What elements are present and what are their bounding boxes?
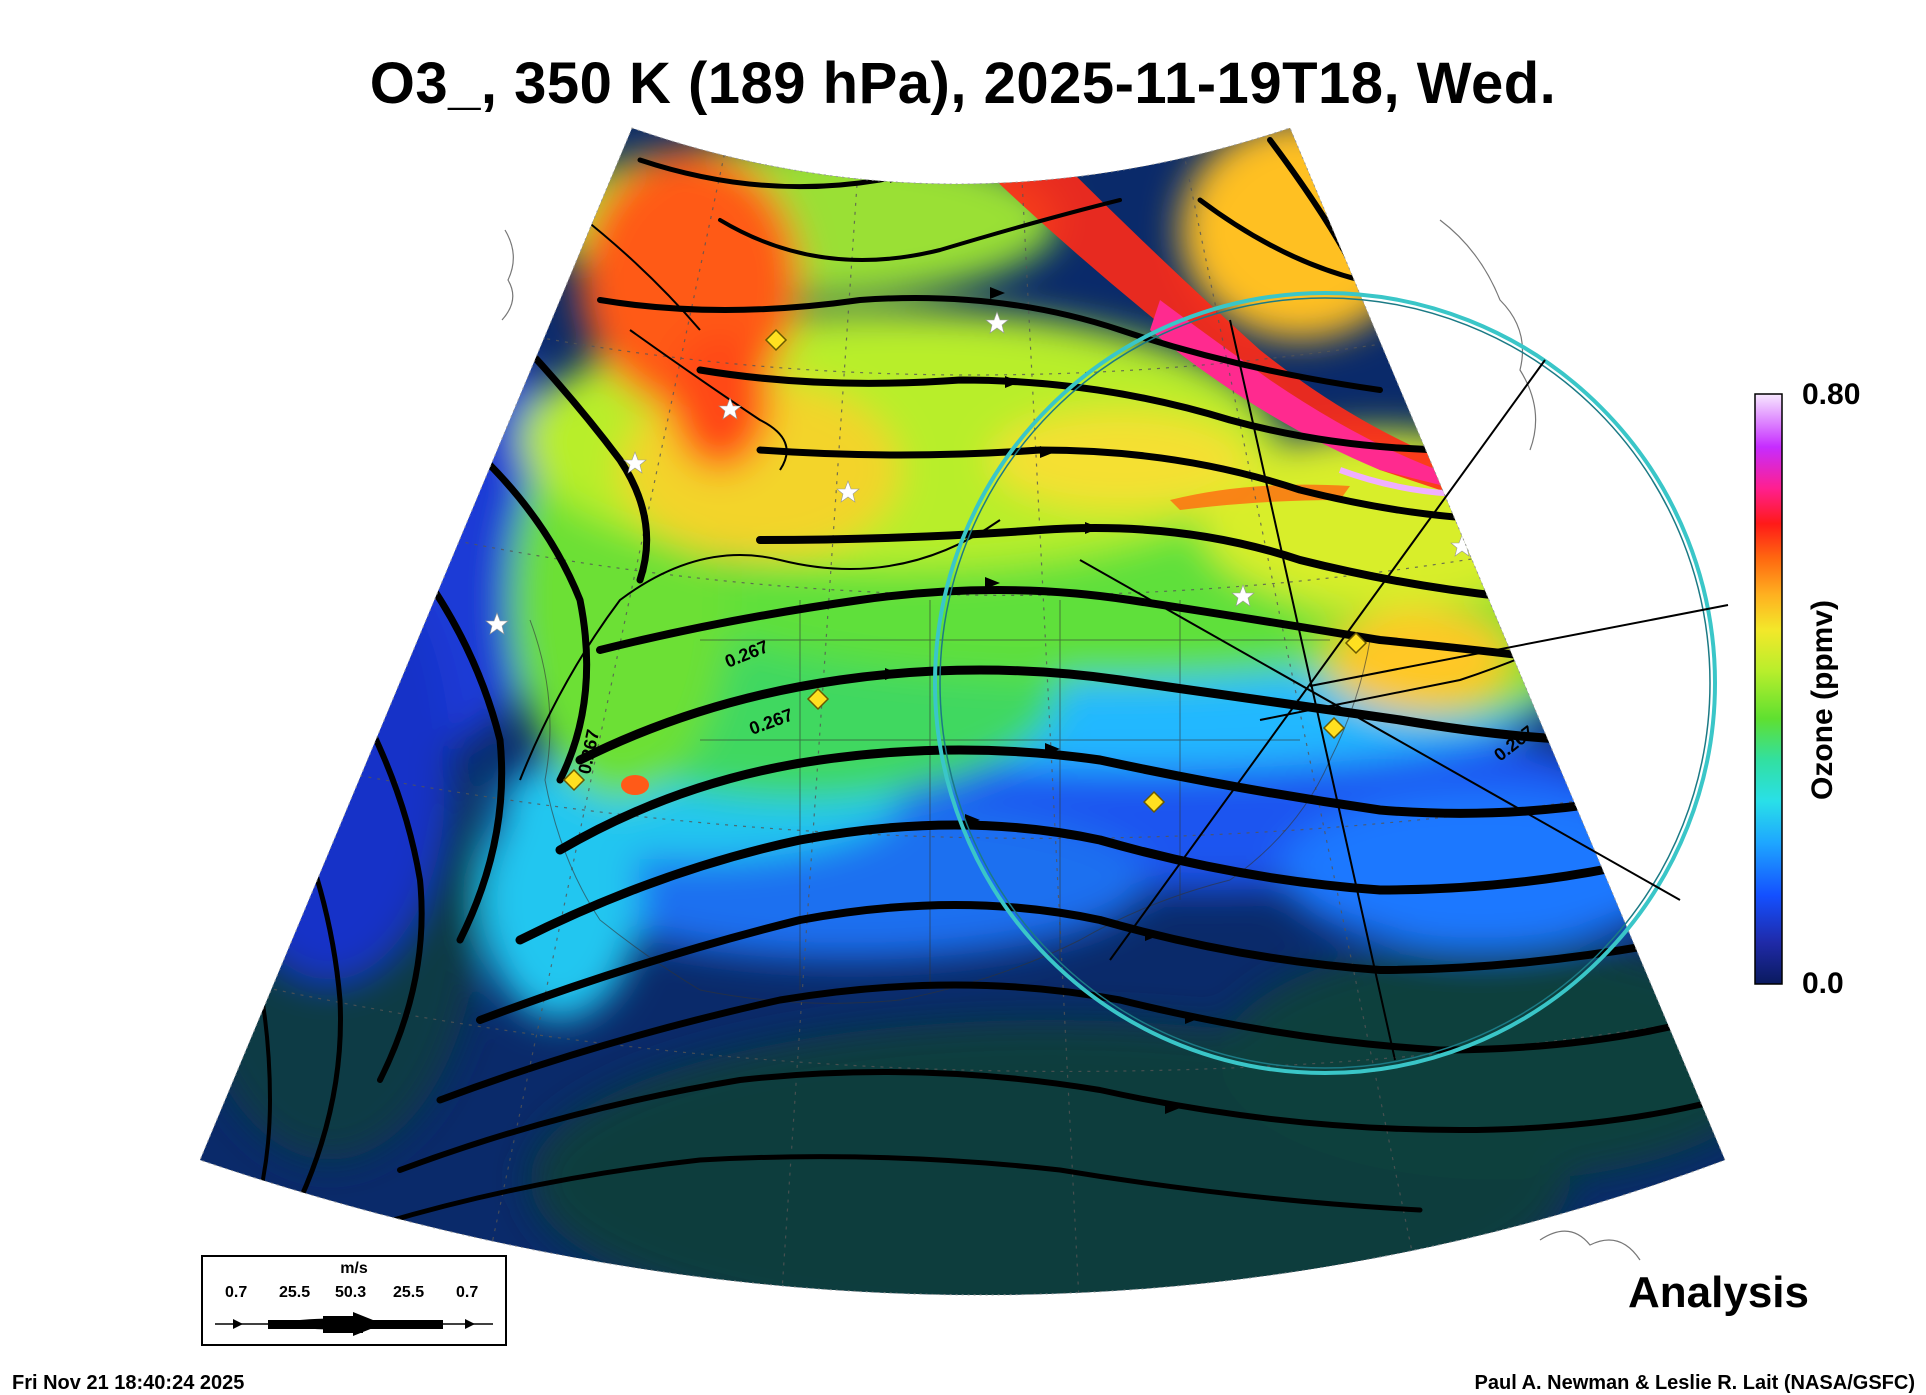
station-markers [485, 311, 1474, 814]
cross-section-lines [1079, 319, 1729, 1061]
colorbar [1754, 393, 1783, 985]
wind-streamlines [238, 128, 1723, 1233]
outside-coastlines [501, 219, 1641, 1261]
wind-speed-legend: m/s 0.7 25.5 50.3 25.5 0.7 [201, 1255, 507, 1346]
map-title: O3_, 350 K (189 hPa), 2025-11-19T18, Wed… [369, 51, 1557, 116]
wind-legend-tick: 0.7 [225, 1284, 248, 1301]
footer-credit: Paul A. Newman & Leslie R. Lait (NASA/GS… [1474, 1372, 1915, 1394]
wind-legend-tick: 50.3 [335, 1284, 367, 1301]
wind-legend-arrow [215, 1312, 493, 1336]
footer-timestamp: Fri Nov 21 18:40:24 2025 [12, 1372, 245, 1394]
wind-legend-tick: 25.5 [279, 1284, 311, 1301]
colorbar-min-label: 0.0 [1802, 967, 1844, 1000]
polar-vortex-circle [933, 291, 1717, 1075]
ozone-field: 0.267 0.267 0.267 0.267 [200, 128, 1725, 1295]
wind-legend-tick: 0.7 [456, 1284, 479, 1301]
colorbar-max-label: 0.80 [1802, 378, 1861, 411]
analysis-label: Analysis [1628, 1268, 1809, 1317]
colorbar-title: Ozone (ppmv) [1806, 600, 1839, 800]
wind-legend-unit: m/s [340, 1260, 368, 1277]
wind-legend-tick: 25.5 [393, 1284, 425, 1301]
